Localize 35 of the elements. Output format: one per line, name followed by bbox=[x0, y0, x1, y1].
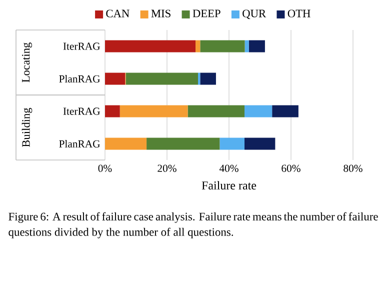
bar bbox=[146, 138, 220, 150]
y-tick-label: PlanRAG bbox=[59, 75, 100, 83]
text: Building bbox=[22, 108, 32, 147]
legend-label: OTH bbox=[288, 10, 310, 18]
legend-label: QUR bbox=[242, 10, 266, 20]
x-tick-label: 60% bbox=[282, 164, 300, 172]
bar bbox=[126, 72, 198, 85]
bar bbox=[220, 138, 244, 150]
bar bbox=[105, 40, 196, 52]
y-tick-label: IterRAG bbox=[63, 42, 100, 50]
x-tick-label: 0% bbox=[98, 164, 112, 172]
legend-label: DEEP bbox=[192, 10, 220, 18]
bar bbox=[120, 105, 188, 118]
bar bbox=[196, 40, 200, 52]
bar bbox=[272, 105, 298, 118]
x-tick-label: 20% bbox=[158, 164, 176, 172]
legend-label: MIS bbox=[151, 10, 170, 18]
caption: Figure 6: A result of failure case analysis. Failure rate means the number of failure questions divided by the number of all questions. bbox=[8, 212, 378, 238]
x-axis-title: Failure rate bbox=[202, 181, 256, 190]
x-tick-label: 40% bbox=[219, 164, 238, 172]
y-tick-label: PlanRAG bbox=[59, 140, 100, 148]
bar bbox=[200, 40, 245, 52]
y-tick-label: IterRAG bbox=[63, 108, 100, 115]
bar bbox=[244, 138, 276, 150]
bar bbox=[244, 105, 272, 118]
x-tick-label: 80% bbox=[344, 164, 362, 172]
bar bbox=[105, 138, 147, 150]
legend-label: CAN bbox=[106, 10, 130, 18]
bar bbox=[200, 72, 216, 85]
text: Locating bbox=[22, 42, 32, 82]
bar bbox=[248, 40, 265, 52]
bar bbox=[188, 105, 244, 118]
bar bbox=[105, 105, 120, 118]
bar bbox=[105, 72, 126, 85]
bar bbox=[244, 40, 249, 52]
